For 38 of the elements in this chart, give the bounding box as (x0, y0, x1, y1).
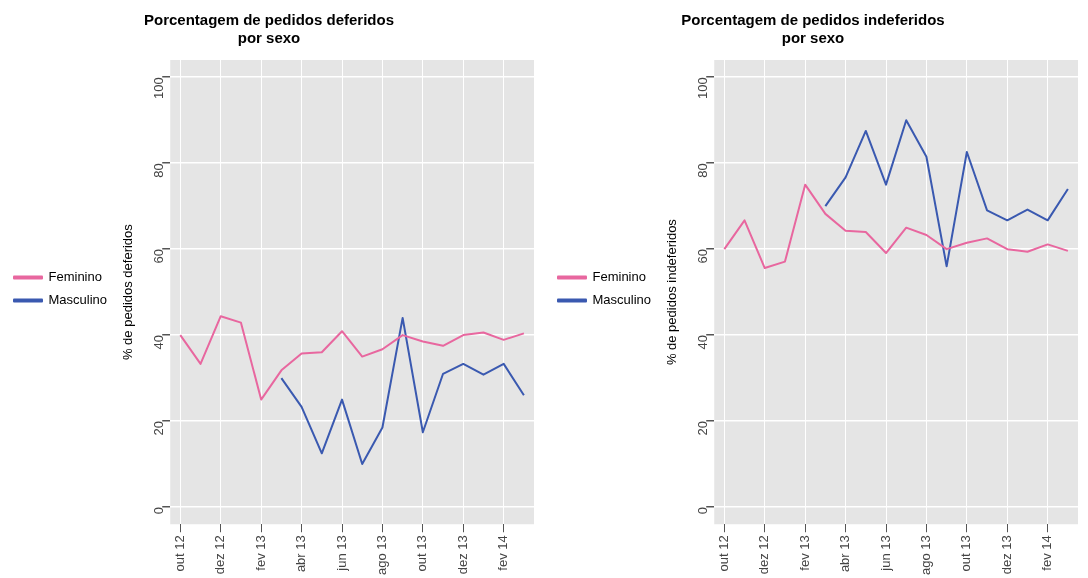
y-tick-label: 0 (694, 507, 710, 515)
x-tick-label: dez 13 (454, 535, 470, 575)
x-tick-label: ago 13 (374, 535, 390, 575)
y-tick-label: 80 (150, 163, 166, 178)
y-tick-label: 60 (150, 249, 166, 264)
chart-title: Porcentagem de pedidos indeferidos por sexo (681, 11, 945, 47)
y-axis-title: % de pedidos deferidos (120, 223, 136, 361)
x-tick-label: out 12 (171, 535, 187, 572)
legend-label: Masculino (592, 292, 652, 308)
legend-label: Feminino (592, 269, 646, 285)
y-tick-label: 0 (150, 507, 166, 515)
x-tick-label: dez 12 (756, 535, 772, 575)
x-tick-label: out 13 (414, 535, 430, 572)
y-tick-label: 80 (694, 163, 710, 178)
y-axis-title: % de pedidos indeferidos (664, 218, 680, 366)
x-tick-label: jun 13 (877, 535, 893, 572)
x-tick-label: dez 12 (212, 535, 228, 575)
x-tick-label: fev 14 (495, 535, 511, 571)
legend-label: Feminino (48, 269, 102, 285)
y-tick-label: 100 (694, 77, 710, 99)
x-tick-label: ago 13 (918, 535, 934, 575)
y-tick-label: 40 (694, 335, 710, 350)
x-tick-label: abr 13 (837, 535, 853, 573)
x-tick-label: dez 13 (998, 535, 1014, 575)
y-tick-label: 20 (150, 421, 166, 436)
y-tick-label: 100 (150, 77, 166, 99)
x-tick-label: fev 14 (1039, 535, 1055, 571)
x-tick-label: fev 13 (252, 535, 268, 571)
x-tick-label: out 12 (715, 535, 731, 572)
y-tick-label: 20 (694, 421, 710, 436)
y-tick-label: 40 (150, 335, 166, 350)
x-tick-label: jun 13 (333, 535, 349, 572)
y-tick-label: 60 (694, 249, 710, 264)
legend-label: Masculino (48, 292, 108, 308)
x-tick-label: out 13 (958, 535, 974, 572)
x-tick-label: abr 13 (293, 535, 309, 573)
x-tick-label: fev 13 (796, 535, 812, 571)
chart-title: Porcentagem de pedidos deferidos por sexo (143, 11, 395, 47)
